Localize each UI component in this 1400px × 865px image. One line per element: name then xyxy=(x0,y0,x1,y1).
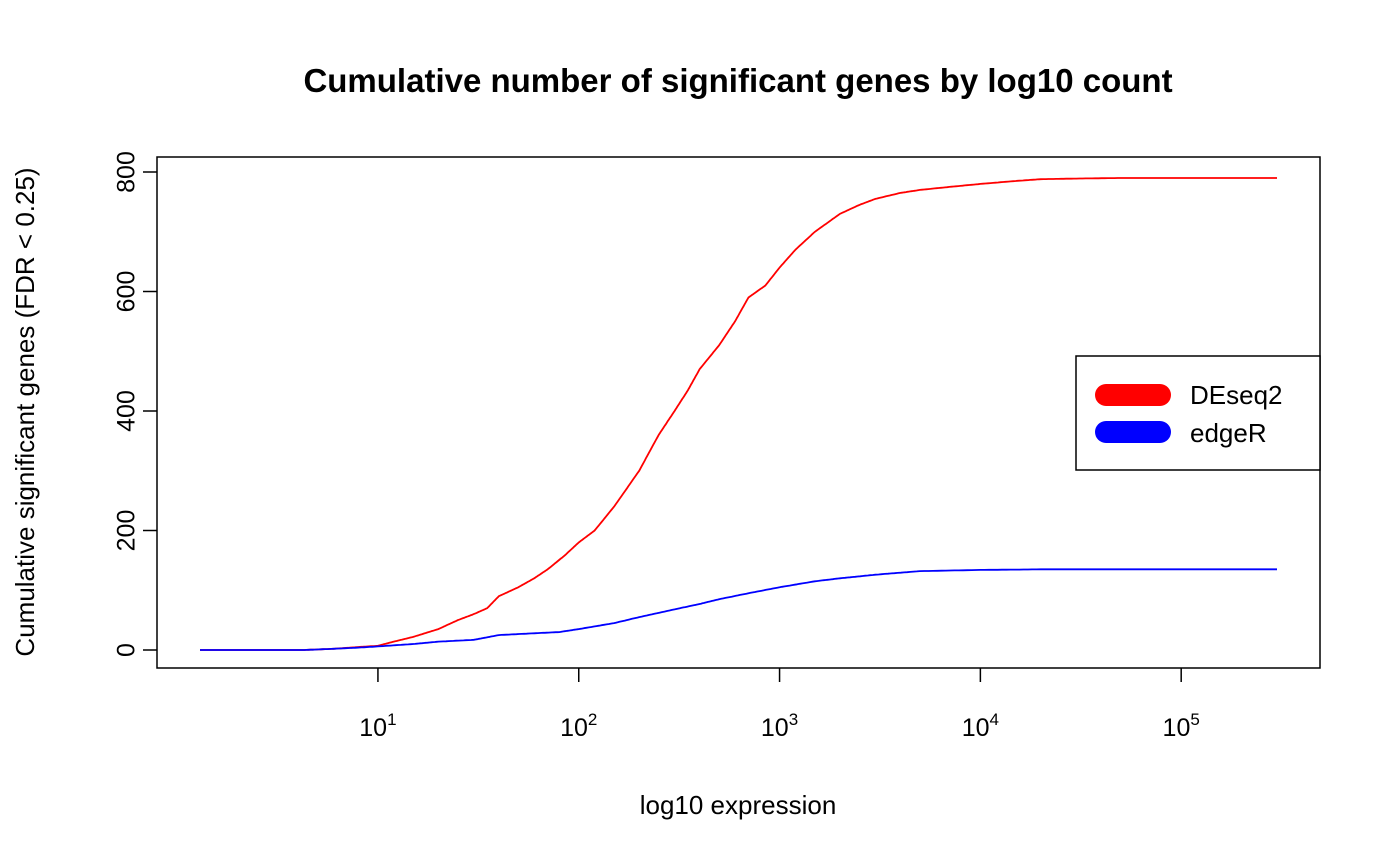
legend-label-edger: edgeR xyxy=(1190,418,1267,448)
series-line-deseq2 xyxy=(200,177,1277,651)
x-tick-exponent: 2 xyxy=(588,710,597,729)
legend-box xyxy=(1075,355,1321,471)
y-tick-label: 0 xyxy=(113,643,141,657)
x-axis: 101 102 103 104 105 xyxy=(359,668,1200,742)
x-tick-label: 104 xyxy=(962,710,999,742)
y-tick-label: 600 xyxy=(113,271,141,313)
x-tick-base: 10 xyxy=(1163,714,1191,742)
series-layer xyxy=(200,177,1277,651)
x-tick-base: 10 xyxy=(761,714,789,742)
x-tick-label: 103 xyxy=(761,710,798,742)
x-tick-exponent: 5 xyxy=(1190,710,1199,729)
legend-label-deseq2: DEseq2 xyxy=(1190,380,1283,410)
series-line-edger xyxy=(200,568,1277,651)
chart-title: Cumulative number of significant genes b… xyxy=(303,62,1172,99)
x-tick-exponent: 4 xyxy=(990,710,999,729)
x-tick-base: 10 xyxy=(359,714,387,742)
y-axis-label: Cumulative significant genes (FDR < 0.25… xyxy=(10,167,40,656)
x-tick-label: 105 xyxy=(1163,710,1200,742)
legend: DEseq2 edgeR xyxy=(1075,355,1321,471)
x-tick-exponent: 1 xyxy=(387,710,396,729)
x-tick-label: 101 xyxy=(359,710,396,742)
y-tick-label: 800 xyxy=(113,151,141,193)
x-tick-base: 10 xyxy=(560,714,588,742)
x-tick-label: 102 xyxy=(560,710,597,742)
y-tick-label: 200 xyxy=(113,510,141,552)
x-tick-base: 10 xyxy=(962,714,990,742)
y-axis: 0 200 400 600 800 xyxy=(113,151,157,657)
x-tick-exponent: 3 xyxy=(789,710,798,729)
y-tick-label: 400 xyxy=(113,390,141,432)
x-axis-label: log10 expression xyxy=(640,790,837,820)
